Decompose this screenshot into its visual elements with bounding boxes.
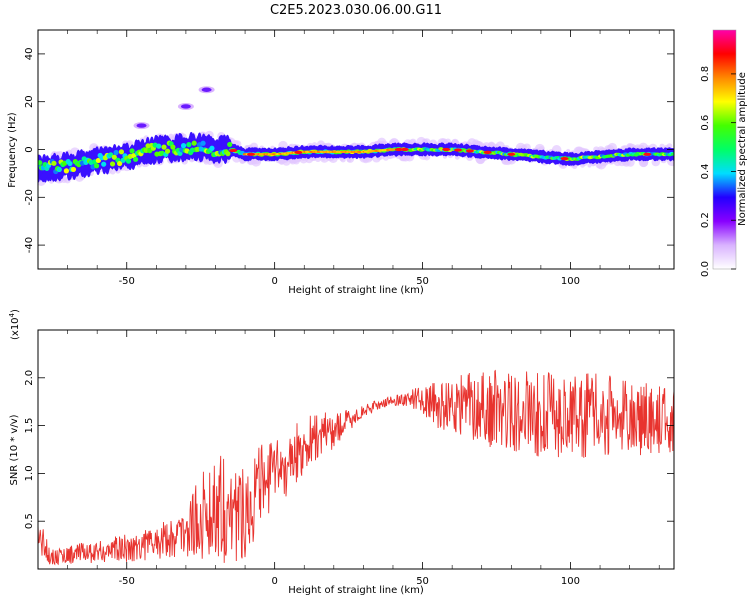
- snr-frame: [37, 329, 675, 570]
- spectrogram-ticks: -50 0 50 100 -40 -20 0 20 40: [24, 30, 674, 287]
- heatmap-cell: [118, 149, 125, 155]
- heatmap-cell: [156, 143, 162, 149]
- heatmap-cell: [227, 141, 233, 148]
- heatmap-peak: [560, 156, 569, 161]
- heatmap-cell: [111, 154, 117, 160]
- heatmap-cell: [117, 160, 123, 167]
- heatmap-peak: [465, 149, 474, 153]
- heatmap-peak: [454, 148, 463, 152]
- heatmap-cell: [670, 152, 674, 156]
- colorbar-ticks: 0.0 0.2 0.4 0.6 0.8: [700, 66, 736, 277]
- y-tick-label: 0.5: [24, 513, 35, 529]
- heatmap-cell: [587, 163, 592, 168]
- heatmap-cell: [203, 157, 209, 164]
- heatmap-cell: [161, 144, 167, 150]
- heatmap-cell: [180, 142, 187, 149]
- heatmap-peak: [294, 150, 303, 154]
- heatmap-cell: [339, 157, 344, 162]
- colorbar-bar: [712, 29, 737, 270]
- colorbar-tick-label: 0.4: [700, 163, 711, 179]
- y-tick-label: 1.0: [24, 465, 35, 481]
- heatmap-cell: [200, 140, 206, 146]
- y-tick-label: 40: [24, 48, 35, 61]
- snr-xlabel: Height of straight line (km): [288, 585, 424, 596]
- heatmap-peak: [400, 147, 409, 152]
- heatmap-cell: [207, 160, 213, 166]
- heatmap-cell: [109, 161, 116, 167]
- spectrogram-xlabel: Height of straight line (km): [288, 285, 424, 296]
- heatmap-cell: [56, 166, 62, 173]
- spectrogram-ylabel: Frequency (Hz): [7, 112, 18, 188]
- heatmap-cell: [63, 168, 69, 174]
- heatmap-peak: [394, 147, 403, 152]
- heatmap-isolated-point: [201, 87, 212, 92]
- x-tick-label: 50: [416, 576, 429, 587]
- heatmap-cell: [225, 151, 231, 157]
- y-tick-label: 20: [24, 95, 35, 108]
- heatmap-isolated-point: [136, 123, 147, 128]
- heatmap-cell: [209, 145, 215, 151]
- heatmap-cell: [164, 148, 171, 154]
- snr-panel: -50 0 50 100 0.5 1.0 1.5 2.0 Height of straight…: [8, 309, 675, 596]
- heatmap-isolated-point: [180, 104, 191, 109]
- snr-scale-label: (x104): [8, 309, 21, 340]
- figure-title: C2E5.2023.030.06.00.G11: [270, 3, 442, 18]
- snr-ylabel: SNR (10 * v/v): [9, 414, 20, 485]
- heatmap-cell: [125, 158, 132, 164]
- heatmap-cell: [51, 160, 57, 166]
- snr-ticks: -50 0 50 100 0.5 1.0 1.5 2.0: [24, 330, 674, 587]
- heatmap-cell: [101, 161, 107, 167]
- spectrogram-heatmap: [38, 86, 674, 186]
- spectrogram-panel: -50 0 50 100 -40 -20 0 20 40 Height of straight …: [7, 29, 675, 296]
- heatmap-cell: [290, 158, 295, 164]
- y-tick-label: -20: [24, 189, 35, 205]
- colorbar-label: Normalized spectral amplitude: [737, 72, 748, 226]
- x-tick-label: -50: [119, 276, 135, 287]
- heatmap-cell: [170, 144, 176, 150]
- heatmap-cell: [186, 142, 192, 148]
- snr-series-line: [38, 369, 674, 566]
- y-tick-label: 2.0: [24, 370, 35, 386]
- y-tick-label: -40: [24, 237, 35, 253]
- heatmap-cell: [666, 143, 673, 150]
- heatmap-peak: [442, 147, 451, 152]
- x-tick-label: 0: [271, 276, 277, 287]
- heatmap-peak: [483, 150, 492, 154]
- heatmap-cell: [390, 148, 396, 151]
- heatmap-cell: [129, 148, 135, 154]
- colorbar-tick-label: 0.8: [700, 66, 711, 82]
- heatmap-cell: [95, 157, 101, 164]
- heatmap-cell: [113, 149, 119, 156]
- x-tick-label: -50: [119, 576, 135, 587]
- x-tick-label: 100: [561, 576, 580, 587]
- heatmap-cell: [133, 156, 139, 162]
- heatmap-cell: [67, 160, 73, 167]
- heatmap-cell: [70, 166, 77, 173]
- colorbar-tick-label: 0.6: [700, 115, 711, 131]
- heatmap-peak: [246, 152, 255, 156]
- heatmap-peak: [507, 152, 516, 156]
- y-tick-label: 1.5: [24, 418, 35, 434]
- heatmap-peak: [229, 148, 238, 153]
- x-tick-label: 0: [271, 576, 277, 587]
- x-tick-label: 50: [416, 276, 429, 287]
- colorbar-tick-label: 0.2: [700, 212, 711, 228]
- x-tick-label: 100: [561, 276, 580, 287]
- colorbar-tick-label: 0.0: [700, 261, 711, 277]
- y-tick-label: 0: [24, 146, 35, 152]
- heatmap-peak: [643, 152, 652, 156]
- heatmap-cell: [38, 160, 43, 166]
- colorbar: 0.0 0.2 0.4 0.6 0.8 Normalized spectral ampl…: [700, 29, 748, 277]
- heatmap-cell: [93, 163, 100, 169]
- heatmap-cell: [191, 140, 197, 146]
